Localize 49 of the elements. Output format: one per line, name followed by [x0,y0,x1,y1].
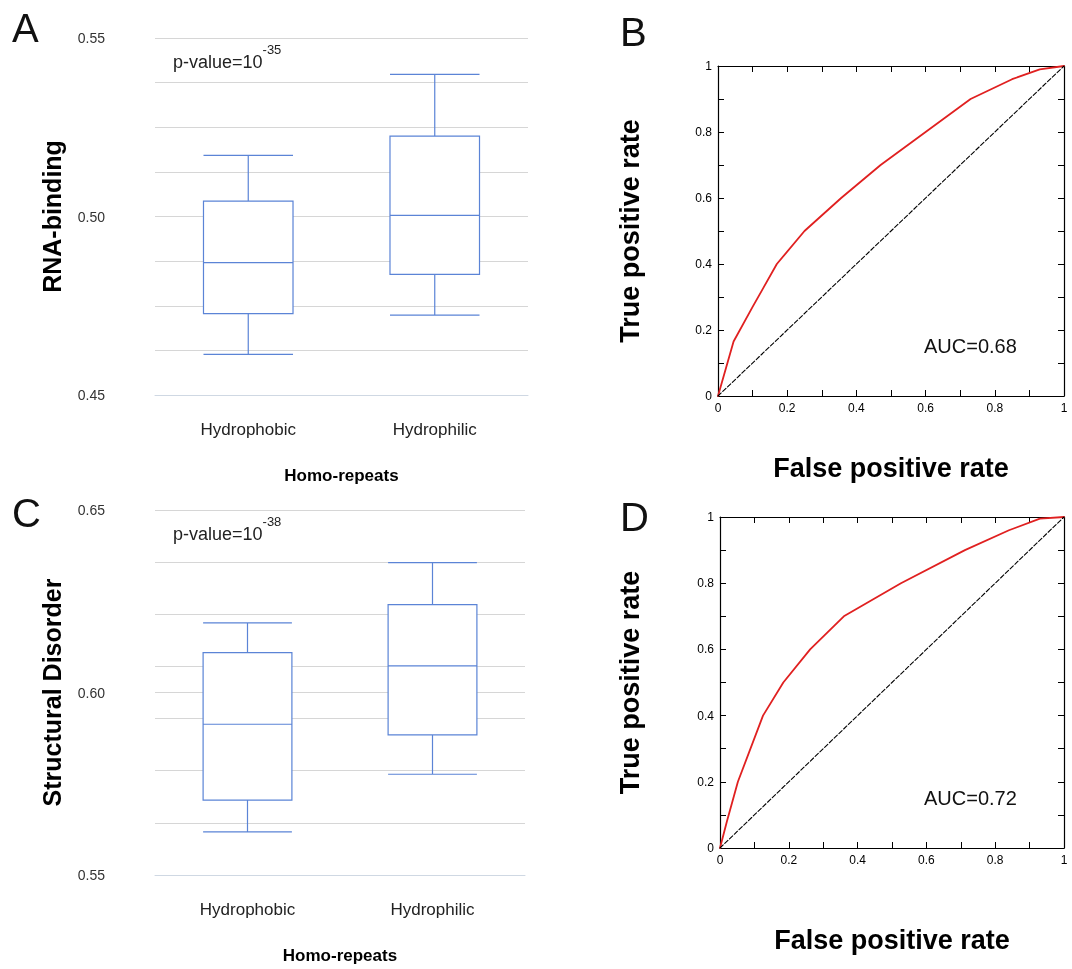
y-tick-label: 0.55 [77,867,106,883]
y-tick-label: 0.65 [77,502,106,518]
y-axis-title: True positive rate [615,119,645,343]
chart-title: C [12,491,41,535]
line-series [719,516,1065,849]
y-tick-label: 0.6 [695,191,713,205]
y-tick-label: 0.2 [695,323,713,337]
y-tick-label: 1 [707,510,715,524]
y-axis-title: RNA-binding [38,140,66,293]
y-axis-title: True positive rate [615,570,645,795]
x-tick-label: 1 [1060,401,1068,415]
x-tick-label: Hydrophilic [390,900,476,919]
x-axis-title: False positive rate [774,925,1010,955]
y-tick-label: 1 [705,59,713,73]
y-tick-label: 0.60 [77,684,106,701]
chart-title: B [620,10,647,54]
x-tick-label: 0.6 [917,401,935,415]
y-tick-label: 0.4 [695,257,713,271]
y-tick-label: 0.50 [77,208,106,225]
y-tick-label: 0 [705,389,713,403]
x-tick-label: 0.4 [848,401,866,415]
x-tick-label: 0 [716,853,724,867]
x-tick-label: 0.8 [986,401,1004,415]
x-tick-label: 0.2 [778,401,796,415]
line-series [717,65,1065,397]
y-tick-label: 0.55 [77,30,106,46]
x-axis-title: Homo-repeats [284,465,399,485]
y-tick-label: 0 [707,841,715,855]
x-tick-label: 0.8 [986,853,1004,867]
y-tick-label: 0.4 [697,708,715,723]
y-axis-title: Structural Disorder [38,578,66,807]
x-axis-title: Homo-repeats [282,945,398,965]
x-axis-title: False positive rate [773,453,1009,483]
x-tick-label: Hydrophobic [200,420,297,439]
chart-title: A [12,6,39,50]
x-tick-label: 0.2 [780,853,798,867]
x-tick-label: 1 [1060,853,1068,867]
y-tick-label: 0.8 [695,125,713,139]
x-tick-label: 0.6 [918,853,936,867]
annotation: AUC=0.68 [924,335,1017,357]
y-tick-label: 0.8 [697,576,715,591]
x-tick-label: 0.4 [849,853,867,867]
x-tick-label: Hydrophobic [199,900,296,919]
annotation: AUC=0.72 [924,787,1017,809]
x-tick-label: Hydrophilic [392,420,478,439]
y-tick-label: 0.45 [77,387,106,403]
y-tick-label: 0.2 [697,774,715,789]
chart-title: D [620,495,649,539]
y-tick-label: 0.6 [697,642,715,657]
